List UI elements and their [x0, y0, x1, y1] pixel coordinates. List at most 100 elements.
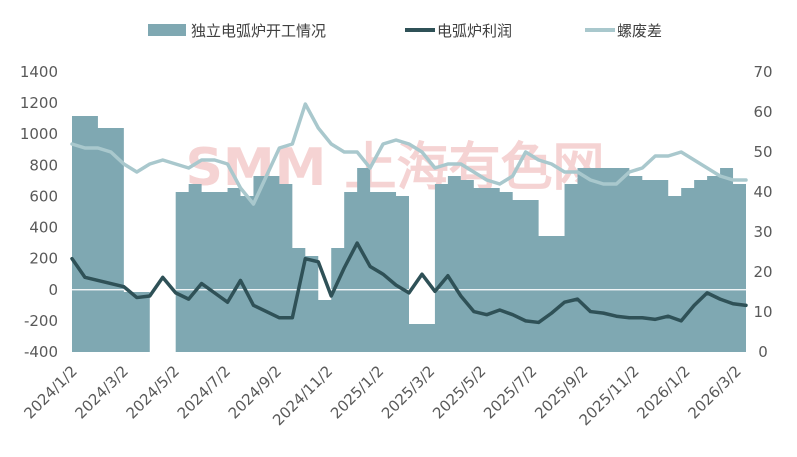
legend-item: 螺废差 [585, 22, 662, 40]
legend-item: 电弧炉利润 [405, 22, 512, 40]
point-电弧炉利润-33 [498, 308, 501, 312]
x-tick-label: 2026/1/2 [633, 362, 693, 422]
point-螺废差-18 [304, 102, 307, 106]
x-tick-label: 2025/1/2 [327, 362, 387, 422]
point-电弧炉利润-44 [641, 316, 644, 319]
point-螺废差-25 [394, 138, 398, 142]
x-tick-label: 2025/3/2 [378, 362, 438, 422]
point-电弧炉利润-22 [355, 241, 359, 245]
point-电弧炉利润-6 [148, 294, 151, 298]
point-电弧炉利润-47 [679, 319, 683, 323]
point-电弧炉利润-34 [511, 313, 514, 316]
legend-label: 电弧炉利润 [437, 22, 512, 40]
point-电弧炉利润-25 [394, 283, 398, 287]
y-left-tick-label: 1200 [20, 94, 58, 112]
watermark-text: SMM 上海有色网 [185, 138, 604, 198]
point-螺废差-47 [679, 150, 683, 154]
point-电弧炉利润-18 [304, 257, 307, 260]
y-left-tick-label: -200 [24, 312, 58, 330]
point-螺废差-14 [252, 202, 255, 206]
point-螺废差-51 [731, 178, 735, 182]
point-螺废差-15 [265, 174, 268, 178]
point-螺废差-30 [459, 162, 463, 166]
point-电弧炉利润-43 [628, 316, 631, 319]
y-right-tick-label: 70 [753, 63, 772, 81]
legend-item: 独立电弧炉开工情况 [148, 22, 326, 40]
point-螺废差-21 [342, 150, 346, 154]
point-螺废差-28 [433, 166, 437, 170]
point-螺废差-8 [174, 162, 177, 166]
point-螺废差-0 [70, 142, 74, 146]
point-螺废差-33 [498, 182, 501, 186]
x-tick-label: 2024/5/2 [123, 362, 183, 422]
point-电弧炉利润-10 [200, 282, 203, 285]
x-tick-label: 2026/3/2 [684, 362, 744, 422]
point-螺废差-26 [407, 142, 411, 146]
point-螺废差-44 [641, 166, 644, 170]
point-螺废差-10 [200, 158, 203, 162]
point-电弧炉利润-13 [239, 279, 242, 282]
point-电弧炉利润-48 [692, 304, 696, 307]
y-right-tick-label: 0 [758, 343, 768, 361]
x-tick-label: 2025/5/2 [429, 362, 489, 422]
point-电弧炉利润-50 [718, 297, 722, 301]
point-螺废差-7 [161, 158, 164, 162]
y-left-tick-label: 800 [29, 156, 58, 174]
point-螺废差-43 [628, 170, 631, 174]
point-电弧炉利润-27 [420, 273, 424, 276]
point-螺废差-17 [291, 142, 294, 146]
point-螺废差-23 [368, 166, 372, 170]
point-螺废差-40 [589, 178, 592, 182]
point-电弧炉利润-32 [485, 313, 488, 316]
y-right-tick-label: 10 [753, 303, 772, 321]
point-电弧炉利润-49 [705, 291, 709, 295]
x-tick-label: 2024/3/2 [72, 362, 132, 422]
point-螺废差-9 [187, 166, 190, 170]
point-电弧炉利润-31 [472, 310, 476, 313]
point-螺废差-24 [381, 142, 385, 146]
point-电弧炉利润-51 [731, 302, 735, 305]
y-right-tick-label: 20 [753, 263, 772, 281]
point-螺废差-4 [122, 162, 126, 166]
y-left-tick-label: 1400 [20, 63, 58, 81]
point-螺废差-11 [213, 158, 216, 162]
legend-label: 螺废差 [617, 22, 662, 40]
point-电弧炉利润-38 [563, 301, 566, 304]
point-螺废差-13 [239, 186, 242, 190]
legend-label: 独立电弧炉开工情况 [191, 22, 326, 40]
point-螺废差-29 [446, 162, 450, 166]
y-left-tick-label: 0 [48, 281, 58, 299]
y-right-tick-label: 30 [753, 223, 772, 241]
point-电弧炉利润-14 [252, 304, 255, 307]
point-螺废差-48 [692, 158, 696, 162]
y-left-tick-label: 1000 [20, 125, 58, 143]
y-left-tick-label: 200 [29, 250, 58, 268]
point-电弧炉利润-36 [537, 321, 540, 324]
point-电弧炉利润-40 [589, 310, 592, 313]
point-螺废差-22 [355, 150, 359, 154]
point-电弧炉利润-39 [576, 297, 579, 301]
point-电弧炉利润-46 [667, 315, 670, 318]
point-电弧炉利润-9 [187, 297, 190, 301]
point-螺废差-42 [615, 182, 618, 186]
point-电弧炉利润-20 [330, 294, 333, 298]
point-螺废差-27 [420, 150, 424, 154]
point-螺废差-49 [705, 166, 709, 170]
point-电弧炉利润-11 [213, 291, 216, 295]
point-螺废差-35 [524, 150, 527, 154]
point-电弧炉利润-42 [615, 315, 618, 318]
point-电弧炉利润-24 [381, 273, 385, 276]
point-电弧炉利润-37 [550, 311, 553, 315]
plot-area [70, 102, 748, 352]
point-电弧炉利润-7 [161, 276, 164, 279]
point-电弧炉利润-41 [602, 311, 605, 315]
point-电弧炉利润-35 [524, 319, 527, 323]
point-电弧炉利润-1 [83, 276, 87, 279]
point-电弧炉利润-17 [291, 316, 294, 319]
point-螺废差-37 [550, 162, 553, 166]
point-电弧炉利润-12 [226, 301, 229, 304]
point-螺废差-12 [226, 162, 229, 166]
y-left-tick-label: 600 [29, 187, 58, 205]
